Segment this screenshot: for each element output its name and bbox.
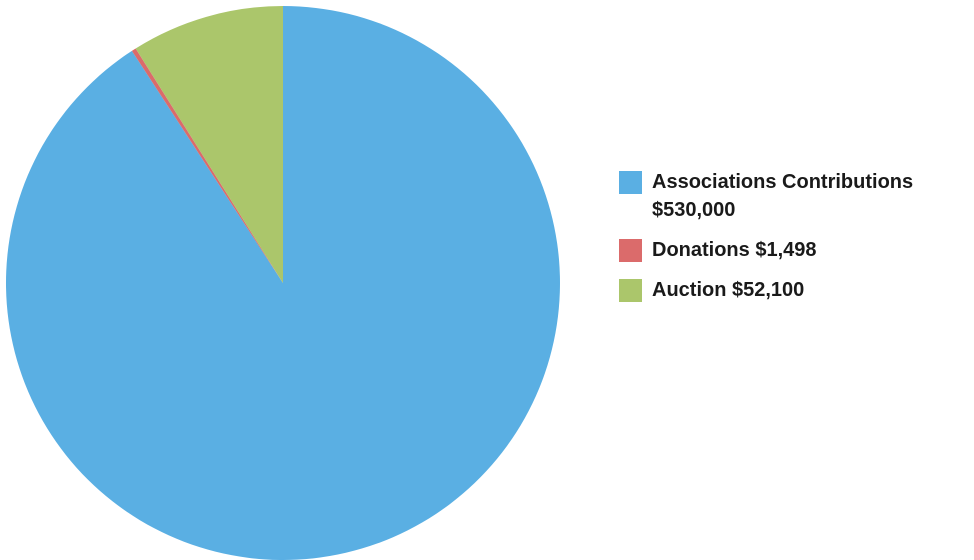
legend-swatch-auction — [619, 279, 642, 302]
legend-label-associations-contributions: Associations Contributions $530,000 — [652, 171, 914, 221]
pie-slice-associations-contributions — [5, 6, 560, 560]
legend: Associations Contributions $530,000 Dona… — [619, 168, 971, 316]
legend-item-donations: Donations $1,498 — [619, 236, 971, 264]
pie-slice-auction — [135, 6, 283, 283]
pie-slice-donations — [131, 48, 283, 284]
legend-item-auction: Auction $52,100 — [619, 276, 971, 304]
legend-swatch-associations-contributions — [619, 171, 642, 194]
legend-swatch-donations — [619, 239, 642, 262]
legend-label-auction: Auction $52,100 — [652, 279, 805, 301]
legend-item-associations-contributions: Associations Contributions $530,000 — [619, 168, 971, 224]
legend-label-donations: Donations $1,498 — [652, 239, 817, 261]
